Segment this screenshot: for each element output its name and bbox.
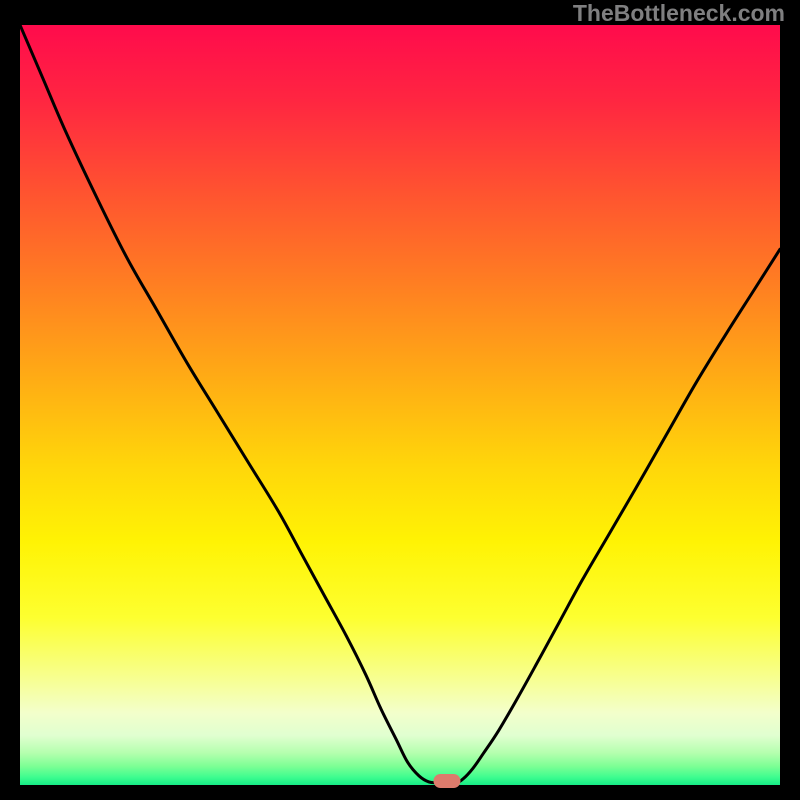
optimal-marker: [434, 774, 461, 788]
watermark-text: TheBottleneck.com: [573, 0, 785, 27]
bottleneck-chart: [20, 25, 780, 785]
bottleneck-curve-path: [20, 25, 780, 783]
bottleneck-curve: [20, 25, 780, 785]
